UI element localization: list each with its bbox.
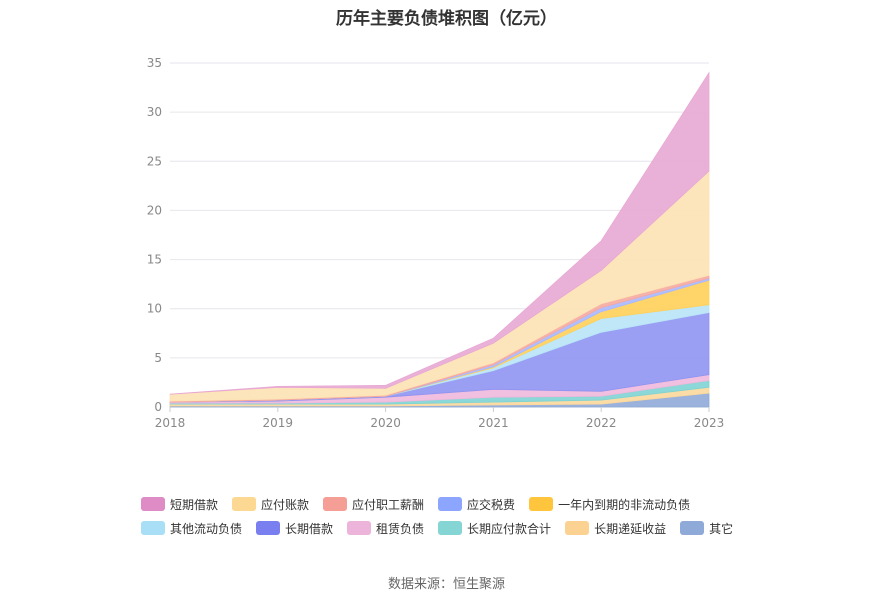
legend-item[interactable]: 长期借款 xyxy=(256,520,333,537)
legend-swatch xyxy=(438,497,463,511)
legend-swatch xyxy=(141,497,165,511)
legend-item[interactable]: 其它 xyxy=(680,520,733,537)
y-tick-label: 15 xyxy=(147,253,162,267)
legend-item[interactable]: 应付账款 xyxy=(232,496,309,513)
legend-item[interactable]: 长期递延收益 xyxy=(565,520,666,537)
legend-label: 应交税费 xyxy=(467,497,516,512)
x-tick-label: 2020 xyxy=(370,416,401,430)
legend: 短期借款 应付账款 应付职工薪酬 应交税费 一年内到期的非流动负债 其他流动负债 长期借款… xyxy=(141,494,781,542)
legend-label: 长期应付款合计 xyxy=(467,521,552,536)
legend-item[interactable]: 应交税费 xyxy=(438,496,515,513)
legend-item[interactable]: 应付职工薪酬 xyxy=(323,496,424,513)
y-tick-label: 0 xyxy=(154,400,162,414)
legend-label: 一年内到期的非流动负债 xyxy=(558,497,691,512)
area-layer xyxy=(169,71,710,408)
y-tick-label: 30 xyxy=(147,105,162,119)
legend-swatch xyxy=(565,521,590,535)
legend-swatch xyxy=(232,497,257,511)
x-tick-label: 2021 xyxy=(478,416,509,430)
legend-swatch xyxy=(323,497,348,511)
legend-row: 短期借款 应付账款 应付职工薪酬 应交税费 一年内到期的非流动负债 xyxy=(141,494,781,514)
legend-label: 长期递延收益 xyxy=(594,521,667,536)
y-tick-label: 20 xyxy=(147,203,162,217)
legend-label: 短期借款 xyxy=(170,497,219,512)
legend-item[interactable]: 其他流动负债 xyxy=(141,520,242,537)
x-tick-label: 2023 xyxy=(694,416,725,430)
legend-swatch xyxy=(438,521,463,535)
legend-label: 其它 xyxy=(709,521,734,536)
legend-row: 其他流动负债 长期借款 租赁负债 长期应付款合计 长期递延收益 其它 xyxy=(141,518,781,538)
legend-label: 其他流动负债 xyxy=(170,521,243,536)
chart-title: 历年主要负债堆积图（亿元） xyxy=(336,9,557,29)
x-tick-label: 2018 xyxy=(155,416,186,430)
legend-swatch xyxy=(256,521,281,535)
y-tick-label: 35 xyxy=(147,56,162,70)
source-note: 数据来源：恒生聚源 xyxy=(387,577,505,592)
y-tick-label: 5 xyxy=(154,351,162,365)
x-tick-label: 2019 xyxy=(263,416,294,430)
legend-swatch xyxy=(680,521,705,535)
legend-label: 租赁负债 xyxy=(376,521,425,536)
legend-label: 应付职工薪酬 xyxy=(352,497,425,512)
axis-layer: 0 5 10 15 20 25 30 35 2018 2019 2020 2021 2022 2023 xyxy=(147,56,725,430)
y-tick-label: 10 xyxy=(147,302,162,316)
y-tick-label: 25 xyxy=(147,154,162,168)
x-tick-label: 2022 xyxy=(586,416,617,430)
legend-label: 应付账款 xyxy=(261,497,310,512)
legend-swatch xyxy=(141,521,165,535)
legend-item[interactable]: 一年内到期的非流动负债 xyxy=(529,496,690,513)
legend-label: 长期借款 xyxy=(285,521,334,536)
legend-item[interactable]: 长期应付款合计 xyxy=(438,520,551,537)
area-series-短期借款 xyxy=(169,71,710,395)
legend-swatch xyxy=(347,521,372,535)
legend-item[interactable]: 租赁负债 xyxy=(347,520,424,537)
legend-swatch xyxy=(529,497,554,511)
legend-item[interactable]: 短期借款 xyxy=(141,496,218,513)
